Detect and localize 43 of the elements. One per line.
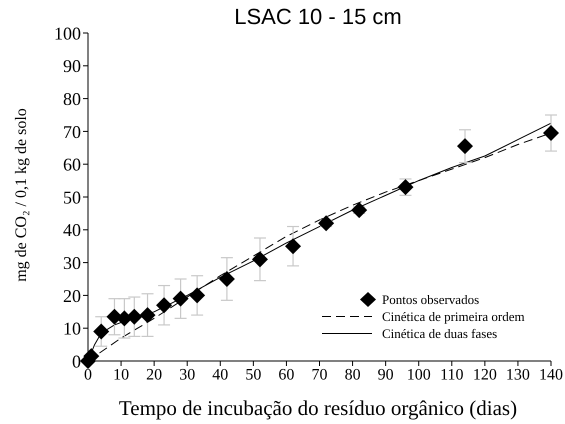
y-tick-label: 30 <box>63 252 81 273</box>
y-tick-label: 80 <box>63 88 81 109</box>
point <box>218 271 235 287</box>
y-tick-label: 20 <box>63 286 81 306</box>
y-axis-title: mg de CO₂ / 0,1 kg de solo <box>13 108 31 282</box>
point <box>252 251 268 268</box>
x-tick-label: 30 <box>179 366 196 384</box>
point <box>156 297 172 314</box>
point <box>285 238 302 254</box>
legend-label: Cinética de duas fases <box>382 325 498 342</box>
y-tick-label: 10 <box>63 318 81 339</box>
x-tick-label: 0 <box>84 366 92 384</box>
x-tick-label: 100 <box>406 366 431 384</box>
y-tick-label: 70 <box>63 122 81 142</box>
y-tick-label: 100 <box>54 23 81 44</box>
x-tick-label: 120 <box>472 366 497 384</box>
point <box>543 125 559 142</box>
x-tick-label: 90 <box>378 366 394 384</box>
point <box>140 307 156 324</box>
x-tick-label: 50 <box>245 366 262 384</box>
x-tick-label: 130 <box>506 366 530 384</box>
point <box>93 323 110 340</box>
point <box>351 202 368 218</box>
y-tick-label: 60 <box>63 154 81 175</box>
chart-title: LSAC 10 - 15 cm <box>233 4 403 30</box>
x-tick-label: 80 <box>344 366 361 384</box>
x-tick-label: 60 <box>278 366 294 384</box>
legend-label: Cinética de primeira ordem <box>382 308 525 325</box>
legend-label: Pontos observados <box>382 291 480 308</box>
x-tick-label: 20 <box>146 366 162 384</box>
x-tick-label: 110 <box>440 366 464 384</box>
point <box>318 215 334 232</box>
x-tick-label: 40 <box>212 366 228 384</box>
y-tick-label: 90 <box>63 56 81 76</box>
point <box>457 138 474 154</box>
x-tick-label: 10 <box>113 366 130 384</box>
point <box>172 290 189 307</box>
x-tick-label: 140 <box>539 366 563 384</box>
x-axis-title: Tempo de incubação do resíduo orgânico (dias) <box>118 396 518 421</box>
y-tick-label: 40 <box>63 220 81 240</box>
y-tick-label: 50 <box>63 187 81 208</box>
point <box>189 287 206 304</box>
x-tick-label: 70 <box>312 366 328 384</box>
